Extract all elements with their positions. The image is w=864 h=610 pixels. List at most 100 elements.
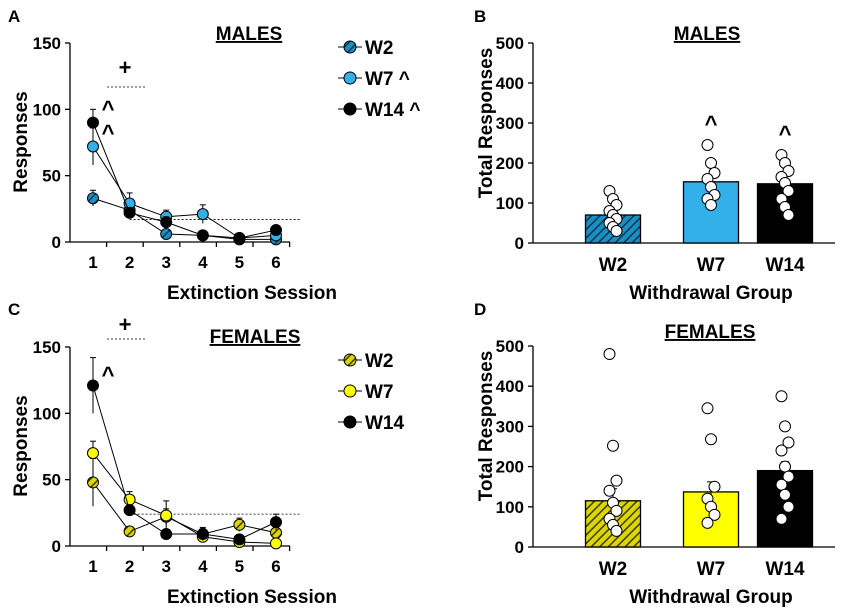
panel-d-ylabel: Total Responses (476, 351, 497, 502)
legend-marker (343, 102, 357, 116)
panel-c-title: FEMALES (210, 327, 301, 348)
x-tick-label: 6 (271, 253, 280, 272)
individual-point (779, 488, 791, 501)
data-point (233, 518, 246, 531)
panel-c-plot: +^ (87, 312, 302, 550)
individual-point (782, 470, 795, 483)
legend-marker (343, 71, 357, 85)
series-line (92, 482, 277, 535)
panel-a: A MALES Responses Extinction Session 0 50… (8, 7, 420, 304)
data-point (160, 509, 173, 522)
individual-point (782, 209, 795, 221)
individual-point (610, 524, 623, 537)
series-line (92, 385, 277, 540)
data-point (160, 528, 173, 541)
x-category-label: W2 (599, 255, 628, 276)
panel-a-axes: 0 50 100 150 1 2 3 4 5 6 (33, 34, 291, 272)
individual-point (775, 478, 788, 491)
individual-point (705, 199, 717, 211)
data-point (160, 216, 173, 229)
x-tick-label: 4 (198, 253, 208, 272)
panel-letter-d: D (474, 300, 486, 319)
legend-label: W7 ^ (365, 69, 410, 90)
panel-c-axes: 0 50 100 150 1 2 3 4 5 6 (33, 338, 291, 576)
individual-point (708, 508, 721, 521)
individual-point (782, 185, 795, 197)
y-tick-label: 0 (52, 537, 61, 556)
legend-marker (343, 384, 357, 398)
x-tick-label: 5 (235, 253, 244, 272)
legend-marker (343, 415, 357, 429)
panel-a-xlabel: Extinction Session (167, 283, 337, 304)
y-tick-label: 500 (496, 337, 524, 356)
x-category-label: W14 (765, 255, 805, 276)
panel-b-ylabel: Total Responses (476, 48, 497, 199)
data-point (233, 533, 246, 546)
data-point (123, 525, 136, 538)
series-line (92, 452, 277, 544)
data-point (270, 516, 282, 529)
data-point (87, 116, 99, 129)
individual-point (701, 516, 714, 529)
data-point (123, 504, 136, 517)
y-tick-label: 150 (33, 338, 61, 357)
legend-label: W14 (365, 413, 405, 434)
legend-label: W2 (365, 38, 394, 59)
series-line (92, 197, 276, 240)
individual-point (779, 420, 791, 433)
individual-point (603, 348, 616, 361)
legend-marker (343, 40, 357, 54)
panel-b-plot: ^ ^ (584, 111, 814, 244)
y-tick-label: 0 (52, 233, 61, 252)
data-point (87, 140, 99, 153)
x-tick-label: 1 (88, 557, 97, 576)
y-tick-label: 200 (496, 154, 524, 173)
y-tick-label: 200 (496, 458, 524, 477)
panel-d-plot (584, 348, 814, 548)
y-tick-label: 100 (33, 404, 61, 423)
caret-marker: ^ (102, 96, 115, 121)
panel-b-xlabel: Withdrawal Group (629, 283, 792, 304)
x-tick-label: 3 (161, 253, 170, 272)
y-tick-label: 100 (496, 194, 524, 213)
y-tick-label: 50 (42, 167, 61, 186)
x-tick-label: 5 (235, 557, 244, 576)
individual-point (708, 480, 721, 493)
panel-b: B MALES Total Responses Withdrawal Group… (474, 7, 835, 304)
data-point (270, 537, 282, 550)
data-point (87, 476, 99, 489)
y-tick-label: 300 (496, 417, 524, 436)
data-point (233, 232, 246, 245)
panel-d: D FEMALES Total Responses Withdrawal Gro… (474, 300, 835, 608)
panel-a-title: MALES (216, 24, 283, 45)
caret-marker: ^ (705, 111, 718, 136)
individual-point (779, 460, 791, 473)
data-point (87, 447, 99, 460)
individual-point (782, 500, 795, 513)
data-point (123, 206, 136, 219)
y-tick-label: 100 (496, 498, 524, 517)
x-tick-label: 3 (161, 557, 170, 576)
individual-point (775, 512, 788, 525)
panel-b-title: MALES (674, 24, 741, 45)
x-tick-label: 4 (198, 557, 208, 576)
x-category-label: W14 (765, 559, 805, 580)
y-tick-label: 400 (496, 377, 524, 396)
panel-c-xlabel: Extinction Session (167, 587, 337, 608)
panel-c-ylabel: Responses (11, 395, 32, 496)
data-point (87, 379, 99, 392)
panel-a-legend: W2 W7 ^ W14 ^ (338, 38, 420, 121)
panel-d-xlabel: Withdrawal Group (629, 587, 792, 608)
y-tick-label: 100 (33, 100, 61, 119)
individual-point (701, 139, 714, 151)
x-tick-label: 1 (88, 253, 97, 272)
panel-d-title: FEMALES (665, 322, 756, 343)
individual-point (607, 439, 619, 452)
x-category-label: W2 (599, 559, 628, 580)
data-point (196, 528, 209, 541)
x-category-label: W7 (697, 559, 726, 580)
panel-letter-b: B (474, 7, 486, 26)
x-category-label: W7 (697, 255, 726, 276)
individual-point (775, 390, 788, 403)
